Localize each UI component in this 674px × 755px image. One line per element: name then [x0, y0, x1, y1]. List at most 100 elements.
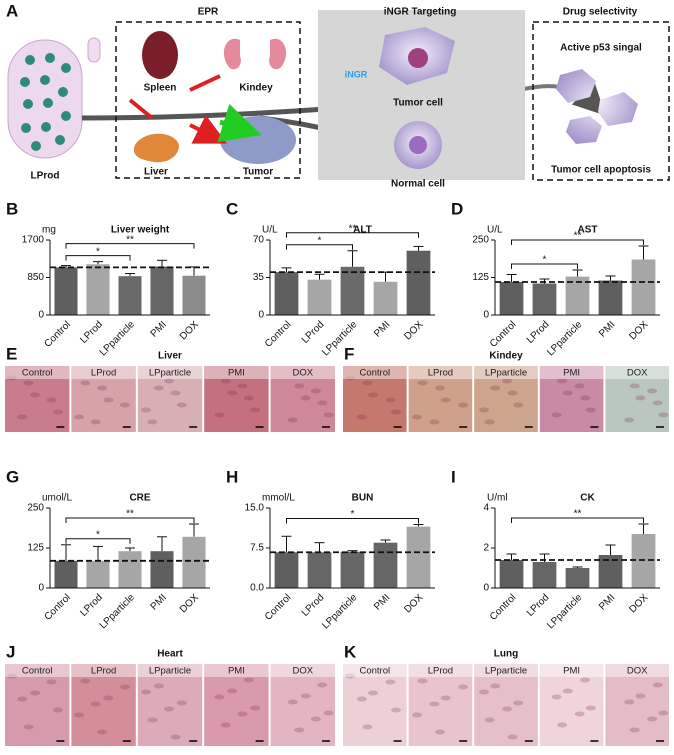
histology-panel-label: DOX — [627, 368, 648, 379]
tissue-texture — [658, 710, 669, 716]
tissue-texture — [562, 688, 573, 694]
organ-label: Spleen — [144, 83, 177, 94]
y-tick-label: 125 — [27, 543, 44, 554]
chart-title: CRE — [129, 493, 150, 504]
panel-label: D — [451, 199, 463, 218]
bar — [54, 267, 78, 315]
organ-label: Tumor — [243, 167, 273, 178]
bar — [499, 560, 524, 588]
tissue-texture — [30, 392, 40, 398]
bar — [631, 259, 656, 315]
x-tick-label: LProd — [300, 592, 327, 619]
bar — [150, 266, 174, 315]
tissue-texture — [227, 390, 238, 396]
tissue-texture — [310, 716, 321, 722]
bar — [118, 276, 142, 315]
tissue-texture — [362, 724, 373, 730]
tissue-texture — [356, 696, 367, 702]
significance-bracket — [511, 239, 644, 245]
tissue-texture — [580, 395, 591, 401]
y-tick-label: 0 — [38, 583, 44, 594]
bar — [54, 560, 78, 588]
tissue-texture — [317, 682, 328, 688]
bar — [532, 283, 557, 315]
label-band — [539, 664, 604, 677]
bar — [406, 526, 431, 588]
bar — [565, 568, 590, 588]
histology-panel-label: LProd — [428, 368, 453, 379]
histology-panel-label: Control — [22, 368, 53, 379]
tissue-texture — [176, 402, 187, 408]
y-tick-label: 0.0 — [250, 583, 264, 594]
tissue-texture — [220, 722, 231, 728]
bar — [340, 551, 365, 588]
ingr-label: iNGR — [345, 69, 368, 79]
histology-panel-label: DOX — [293, 368, 314, 379]
histology-title: Lung — [494, 649, 518, 660]
cell-label: Normal cell — [391, 179, 445, 190]
x-tick-label: PMI — [149, 592, 169, 612]
bar — [182, 275, 206, 315]
epr-box — [115, 21, 301, 179]
bar — [182, 536, 206, 588]
tissue-texture — [103, 397, 114, 403]
significance-bracket — [286, 244, 353, 250]
unit-label: U/ml — [487, 493, 508, 504]
label-band — [605, 366, 669, 379]
tissue-texture — [458, 684, 468, 690]
histology-title: Heart — [157, 649, 183, 660]
epr-title: EPR — [198, 7, 219, 18]
panel-label: K — [344, 642, 357, 661]
tissue-texture — [368, 392, 378, 398]
label-band — [408, 664, 473, 677]
tissue-texture — [300, 693, 311, 699]
bar — [598, 555, 623, 588]
y-tick-label: 0 — [483, 310, 489, 321]
tissue-texture — [440, 397, 451, 403]
y-tick-label: 70 — [253, 235, 265, 246]
significance-bracket — [511, 263, 578, 269]
panel-label: J — [6, 642, 15, 661]
bar — [86, 264, 110, 315]
tissue-texture — [74, 712, 84, 718]
label-band — [5, 664, 70, 677]
x-tick-label: PMI — [597, 592, 617, 612]
y-tick-label: 0 — [483, 583, 489, 594]
histology-image — [539, 664, 604, 746]
kidney-icon — [223, 38, 287, 70]
histology-panel-label: LProd — [428, 666, 453, 677]
x-tick-label: Control — [42, 592, 73, 623]
label-band — [343, 664, 407, 677]
tissue-texture — [479, 689, 489, 695]
histology-image — [270, 366, 335, 432]
x-tick-label: PMI — [372, 592, 392, 612]
x-tick-label: LPparticle — [545, 319, 585, 359]
tissue-texture — [551, 412, 562, 418]
chart-title: ALT — [353, 225, 372, 236]
tissue-texture — [170, 734, 181, 740]
bar — [406, 250, 431, 315]
histology-panel-label: PMI — [228, 666, 245, 677]
unit-label: U/L — [487, 225, 503, 236]
chart-title: Liver weight — [111, 225, 170, 236]
histology-panel-label: LProd — [91, 368, 116, 379]
chart-title: AST — [578, 225, 598, 236]
significance-label: * — [351, 509, 355, 520]
liver-icon — [133, 133, 179, 163]
nucleus — [408, 48, 428, 68]
bar — [598, 280, 623, 315]
tissue-texture — [385, 679, 396, 685]
tissue-texture — [214, 412, 225, 418]
significance-label: ** — [574, 231, 582, 242]
label-band — [137, 664, 203, 677]
panel-label: C — [226, 199, 238, 218]
tissue-texture — [287, 417, 298, 423]
tissue-texture — [153, 683, 164, 689]
x-tick-label: Control — [42, 319, 73, 350]
histology-image — [5, 664, 70, 746]
tissue-texture — [658, 412, 669, 418]
tissue-texture — [507, 390, 518, 396]
histology-image — [270, 664, 335, 746]
y-tick-label: 1700 — [22, 235, 45, 246]
bar — [150, 551, 174, 588]
